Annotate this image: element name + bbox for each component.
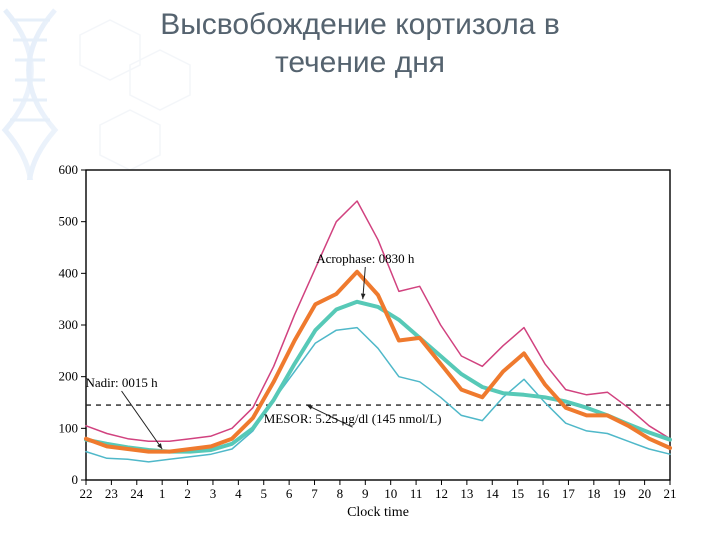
x-tick-label: 24 [130,486,144,501]
x-axis-label: Clock time [347,505,409,520]
x-tick-label: 9 [362,486,369,501]
x-tick-label: 4 [235,486,242,501]
x-tick-label: 2 [184,486,191,501]
annotation-acrophase-arrowhead [361,293,366,299]
title-line-2: течение дня [275,46,445,79]
y-tick-label: 300 [59,317,79,332]
title-line-1: Высвобождение кортизола в [160,8,560,41]
x-tick-label: 21 [664,486,677,501]
x-tick-label: 14 [486,486,500,501]
x-tick-label: 13 [460,486,473,501]
series-lower-bound [86,328,670,462]
x-tick-label: 12 [435,486,448,501]
y-tick-label: 200 [59,369,79,384]
plot-border [86,170,670,480]
x-tick-label: 19 [613,486,626,501]
x-tick-label: 20 [638,486,651,501]
x-tick-label: 23 [105,486,118,501]
x-tick-label: 16 [537,486,551,501]
x-tick-label: 15 [511,486,524,501]
x-tick-label: 5 [260,486,267,501]
x-tick-label: 8 [337,486,344,501]
chart-svg: 0100200300400500600222324123456789101112… [40,160,680,520]
x-tick-label: 3 [210,486,217,501]
annotation-acrophase-label: Acrophase: 0830 h [316,251,415,266]
y-tick-label: 100 [59,420,79,435]
x-tick-label: 6 [286,486,293,501]
x-tick-label: 18 [587,486,600,501]
x-tick-label: 17 [562,486,576,501]
y-tick-label: 500 [59,214,79,229]
x-tick-label: 22 [80,486,93,501]
annotation-nadir-arrowhead [157,443,162,449]
cortisol-chart: 0100200300400500600222324123456789101112… [40,160,680,520]
x-tick-label: 11 [410,486,423,501]
x-tick-label: 10 [384,486,397,501]
annotation-nadir-label: Nadir: 0015 h [85,375,158,390]
y-tick-label: 0 [72,472,79,487]
slide-title: Высвобождение кортизола в течение дня [0,6,720,82]
annotation-mesor-label: MESOR: 5.25 μg/dl (145 nmol/L) [264,411,442,426]
y-tick-label: 400 [59,265,79,280]
slide-root: Высвобождение кортизола в течение дня 0 1… [0,0,720,540]
x-tick-label: 7 [311,486,318,501]
y-tick-label: 600 [59,162,79,177]
x-tick-label: 1 [159,486,166,501]
